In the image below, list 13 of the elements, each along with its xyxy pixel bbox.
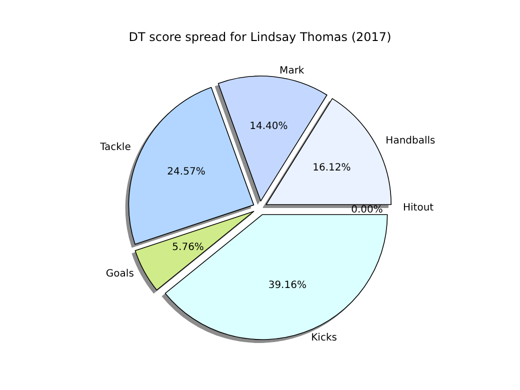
- slice-label: Tackle: [99, 142, 131, 154]
- data-label: 24.57%: [167, 166, 206, 178]
- data-label: 5.76%: [172, 242, 204, 253]
- slice-label: Handballs: [386, 136, 436, 147]
- slice-label: Kicks: [311, 332, 337, 344]
- data-label: 16.12%: [312, 162, 351, 174]
- data-label: 39.16%: [268, 280, 306, 291]
- category-label: Hitout: [403, 202, 434, 214]
- data-label: 14.40%: [250, 120, 288, 132]
- slice-label: Goals: [106, 268, 134, 280]
- text: 0.00%: [351, 204, 383, 216]
- chart-title: DT score spread for Lindsay Thomas (2017): [128, 30, 392, 44]
- slice-label: Mark: [280, 65, 304, 76]
